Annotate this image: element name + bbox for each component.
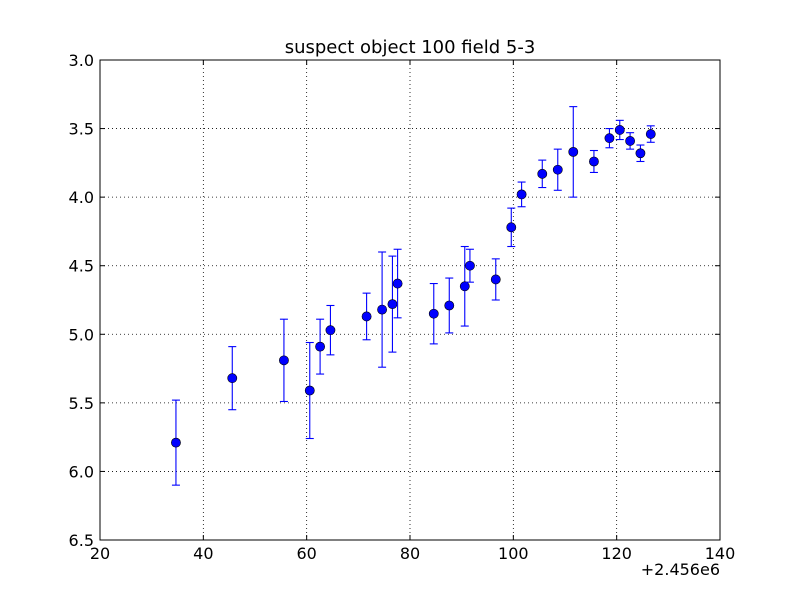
plot-frame [99,59,721,541]
data-point-group [537,159,548,189]
y-tick-label: 4.5 [69,257,94,276]
data-point-group [614,119,625,141]
data-point-group [506,207,517,248]
data-point [428,308,439,319]
data-point [568,146,579,157]
data-point-group [387,255,398,353]
data-point-group [552,148,563,191]
x-tick-label: 60 [296,544,316,563]
data-point-group [459,245,470,327]
data-point-group [645,125,656,143]
data-point [614,125,625,135]
data-point-group [171,399,181,486]
y-tick-label: 6.0 [69,462,94,481]
data-point [459,281,470,292]
y-tick-label: 5.0 [69,325,94,344]
x-tick-label: 40 [193,544,213,563]
data-point [361,311,372,322]
tick-layer: 20 40 60 80 100 120 140 3.0 3.5 4.0 4.5 5.0 5.5 6.0 6.… [69,51,736,563]
data-point-group [490,258,501,301]
data-point-group [589,149,599,174]
data-point-group [361,292,372,341]
y-tick-label: 3.0 [69,51,94,70]
y-tick-label: 3.5 [69,120,94,139]
data-point [227,373,238,384]
y-tick-label: 6.5 [69,531,94,550]
data-point-group [465,248,475,283]
data-point-group [304,341,315,440]
data-point-group [568,106,579,198]
data-point [315,341,325,352]
data-point [392,278,403,289]
data-point [516,189,527,200]
data-point [304,385,315,396]
data-point [604,133,615,144]
data-point [171,437,181,448]
data-point-group [625,132,635,150]
data-point-group [279,318,289,403]
x-tick-label: 140 [705,544,736,563]
data-point [490,274,501,285]
data-point-group [315,318,325,375]
data-point [589,156,599,167]
y-tick-label: 4.0 [69,188,94,207]
data-point [645,129,656,139]
x-tick-label: 100 [498,544,529,563]
data-point [325,325,336,336]
data-point-group [428,282,439,345]
data-point [279,355,289,366]
data-point-group [604,128,615,149]
y-tick-label: 5.5 [69,394,94,413]
data-point-group [377,251,387,368]
data-point [635,148,646,159]
data-point-group [392,248,403,319]
data-point-group [635,144,646,163]
data-point [625,136,635,146]
x-tick-label: 120 [601,544,632,563]
data-layer [171,106,656,486]
chart-title: suspect object 100 field 5-3 [285,37,536,58]
data-point-group [516,181,527,208]
data-point-group [444,277,455,334]
data-point [552,164,563,175]
data-point-group [325,304,336,356]
x-tick-label: 20 [90,544,110,563]
data-point [444,300,455,311]
x-offset-label: +2.456e6 [641,560,720,579]
data-point [506,222,517,233]
data-point [465,260,475,271]
data-point [537,168,548,179]
data-point-group [227,346,238,411]
data-point [377,304,387,315]
x-tick-label: 80 [400,544,420,563]
data-point [387,299,398,310]
